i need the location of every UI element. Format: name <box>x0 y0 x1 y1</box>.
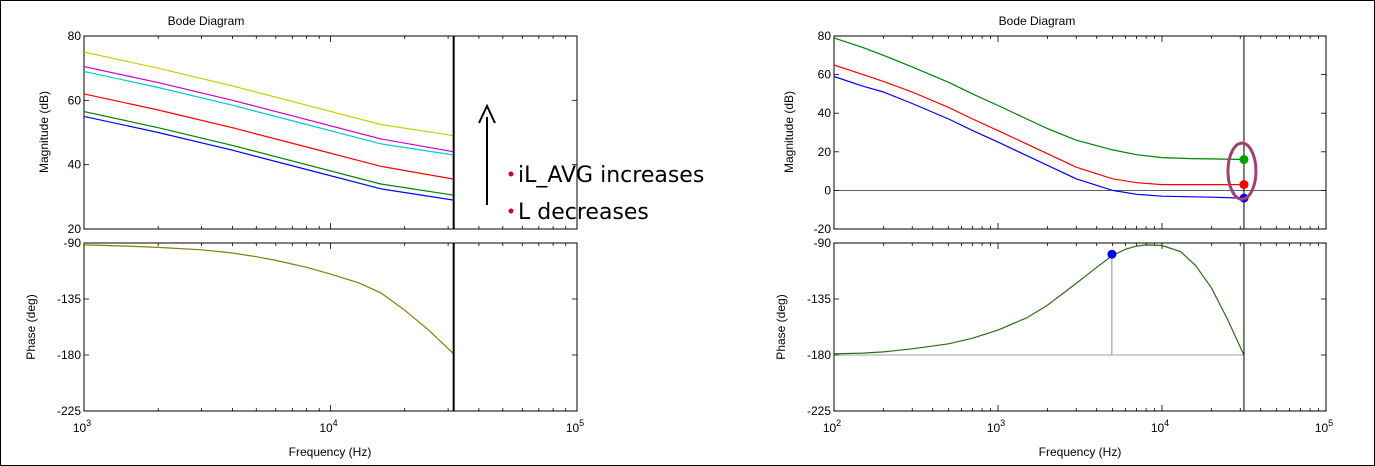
left-chart-title: Bode Diagram <box>168 14 245 28</box>
left-magnitude-series-0 <box>83 51 454 137</box>
left-phase-plot: Phase (deg) -90 -135 -180 -225 <box>24 236 578 418</box>
right-magnitude-ylabel: Magnitude (dB) <box>782 91 796 173</box>
left-phase-ytick-label: -225 <box>57 404 81 418</box>
left-magnitude-ytick-label: 60 <box>68 93 82 107</box>
left-magnitude-plot: Magnitude (dB) 20 40 60 80 <box>37 29 578 236</box>
right-magnitude-ytick-label: 0 <box>824 183 831 197</box>
right-phase-series-0 <box>833 244 1245 356</box>
left-xtick-label: 103 <box>73 418 91 435</box>
left-magnitude-series-3 <box>83 93 454 180</box>
right-magnitude-ytick-label: 80 <box>818 29 832 43</box>
right-phase-plot: Phase (deg) -90 -135 -180 -225 <box>774 236 1327 418</box>
right-phase-ylabel: Phase (deg) <box>774 294 788 359</box>
annotation-line-iL-avg: iL_AVG increases <box>518 163 704 188</box>
right-magnitude-series-1 <box>833 64 1244 186</box>
left-magnitude-series-2 <box>83 70 454 156</box>
left-phase-series-0 <box>83 244 455 355</box>
right-phase-marker-point-0 <box>1107 249 1117 259</box>
right-magnitude-series-0 <box>833 37 1244 161</box>
left-xtick-label: 105 <box>566 418 584 435</box>
annotation-bullet-2 <box>508 208 514 214</box>
left-bode-diagram: Bode Diagram Magnitude (dB) 20 40 60 80 Pha… <box>24 14 578 459</box>
left-xtick-label: 104 <box>319 418 337 435</box>
right-magnitude-ytick-label: 60 <box>818 68 832 82</box>
right-phase-ytick-label: -90 <box>814 236 832 250</box>
right-xtick-label: 104 <box>1151 418 1169 435</box>
right-chart-title: Bode Diagram <box>999 14 1076 28</box>
left-magnitude-ytick-label: 20 <box>68 222 82 236</box>
right-xlabel: Frequency (Hz) <box>1039 445 1122 459</box>
right-phase-ytick-label: -225 <box>807 404 831 418</box>
right-xtick-label: 102 <box>823 418 841 435</box>
annotation-bullet-1 <box>508 171 514 177</box>
right-bode-diagram: Bode Diagram Magnitude (dB) -20 0 20 40 60 80… <box>774 14 1327 459</box>
trend-annotation: iL_AVG increases L decreases <box>478 103 704 225</box>
up-arrow-icon <box>478 103 496 124</box>
right-magnitude-plot: Magnitude (dB) -20 0 20 40 60 80 <box>782 29 1327 236</box>
right-magnitude-ytick-label: -20 <box>814 222 832 236</box>
left-magnitude-ylabel: Magnitude (dB) <box>37 91 51 173</box>
right-phase-ytick-label: -135 <box>807 292 831 306</box>
left-magnitude-series-4 <box>83 111 454 196</box>
right-xtick-label: 105 <box>1315 418 1333 435</box>
left-magnitude-series-1 <box>83 66 454 153</box>
right-magnitude-ytick-label: 40 <box>818 106 832 120</box>
left-phase-ytick-label: -90 <box>64 236 82 250</box>
right-magnitude-marker-point-1 <box>1239 180 1249 190</box>
right-xtick-label: 103 <box>987 418 1005 435</box>
right-phase-ytick-label: -180 <box>807 348 831 362</box>
left-magnitude-series-5 <box>83 115 454 201</box>
right-magnitude-series-2 <box>833 75 1244 199</box>
annotation-line-L: L decreases <box>518 200 649 225</box>
right-magnitude-marker-point-0 <box>1239 155 1249 165</box>
left-magnitude-ytick-label: 40 <box>68 158 82 172</box>
right-magnitude-ytick-label: 20 <box>818 145 832 159</box>
left-xlabel: Frequency (Hz) <box>289 445 372 459</box>
left-phase-ytick-label: -180 <box>57 348 81 362</box>
left-phase-ylabel: Phase (deg) <box>24 294 38 359</box>
left-magnitude-ytick-label: 80 <box>68 29 82 43</box>
left-phase-ytick-label: -135 <box>57 292 81 306</box>
right-magnitude-highlight-ellipse <box>1226 141 1258 201</box>
right-phase-axes-box <box>833 242 1327 412</box>
left-phase-axes-box <box>83 242 578 412</box>
